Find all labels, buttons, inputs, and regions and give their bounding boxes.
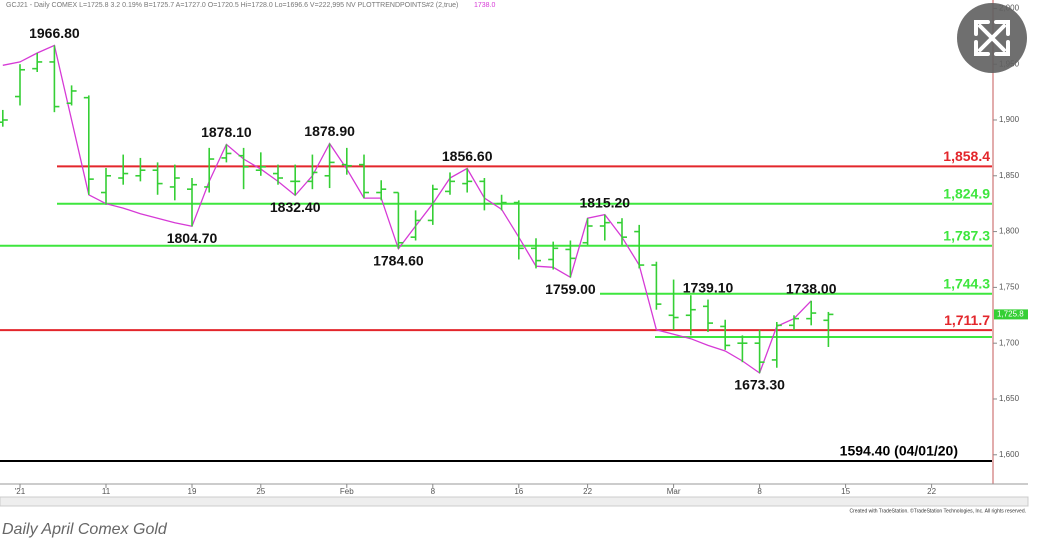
level-label: 1,711.7 xyxy=(944,312,990,328)
x-tick-label: 22 xyxy=(927,487,936,496)
swing-label: 1878.90 xyxy=(304,123,355,139)
price-bar xyxy=(0,109,8,127)
level-label: 1,744.3 xyxy=(943,275,990,291)
swing-label: 1804.70 xyxy=(167,230,218,246)
price-bar xyxy=(238,147,249,190)
price-bar xyxy=(255,152,266,176)
chart-header: GCJ21 - Daily COMEX L=1725.8 3.2 0.19% B… xyxy=(6,2,458,9)
price-bar xyxy=(496,194,507,211)
price-bar xyxy=(393,191,404,249)
price-bar xyxy=(754,329,765,373)
x-tick-label: Mar xyxy=(667,487,681,496)
price-bar xyxy=(806,300,817,326)
price-bar xyxy=(169,164,180,201)
x-tick-label: 15 xyxy=(841,487,850,496)
swing-label: 1815.20 xyxy=(579,194,630,210)
price-bar xyxy=(565,240,576,278)
swing-label: 1738.00 xyxy=(786,280,837,296)
price-bar xyxy=(479,178,490,211)
x-tick-label: 19 xyxy=(188,487,197,496)
caption: Daily April Comex Gold xyxy=(2,521,168,538)
level-label: 1594.40 (04/01/20) xyxy=(840,443,958,459)
price-bar xyxy=(135,157,146,182)
y-tick-label: 1,650 xyxy=(999,394,1020,403)
swing-label: 1832.40 xyxy=(270,199,321,215)
price-bar xyxy=(359,154,369,199)
y-tick-label: 1,900 xyxy=(999,115,1020,124)
price-bar xyxy=(634,224,645,269)
x-tick-label: 16 xyxy=(514,487,523,496)
y-tick-label: 1,850 xyxy=(999,171,1020,180)
swing-label: 1739.10 xyxy=(683,279,734,295)
price-bar xyxy=(15,64,25,106)
x-tick-label: Feb xyxy=(340,487,354,496)
price-bar xyxy=(582,218,593,245)
price-bar xyxy=(101,167,111,205)
price-bar xyxy=(531,238,541,269)
swing-label: 1856.60 xyxy=(442,148,493,164)
price-bar xyxy=(341,147,352,175)
price-bar xyxy=(771,321,782,368)
swing-label: 1966.80 xyxy=(29,25,80,41)
price-bar xyxy=(410,210,421,241)
trend-line xyxy=(2,44,812,375)
price-bar xyxy=(376,180,387,201)
last-price-label: 1,725.8 xyxy=(997,309,1024,318)
chart-background xyxy=(0,0,1030,516)
y-tick-label: 1,800 xyxy=(999,227,1020,236)
price-bar xyxy=(462,168,473,193)
price-bar xyxy=(66,85,77,106)
x-tick-label: '21 xyxy=(15,487,26,496)
price-bar xyxy=(737,335,748,363)
price-bar xyxy=(789,315,799,330)
price-bar xyxy=(290,164,301,196)
price-bar xyxy=(83,95,94,195)
credit: Created with TradeStation. ©TradeStation… xyxy=(849,507,1026,514)
price-bar xyxy=(118,154,129,185)
price-bar xyxy=(548,241,559,270)
price-bar xyxy=(617,218,627,245)
price-bar xyxy=(273,164,283,185)
swing-label: 1759.00 xyxy=(545,281,596,297)
x-tick-label: 11 xyxy=(102,487,111,496)
price-bar xyxy=(703,299,713,333)
expand-button[interactable] xyxy=(957,3,1027,73)
price-bar xyxy=(49,45,60,113)
study-value: 1738.0 xyxy=(474,2,496,9)
price-bar xyxy=(668,279,679,330)
scrollbar[interactable] xyxy=(0,496,1029,507)
level-label: 1,858.4 xyxy=(943,148,990,164)
y-tick-label: 1,750 xyxy=(999,282,1020,291)
price-bar xyxy=(651,261,662,310)
price-bar xyxy=(221,144,232,163)
level-label: 1,824.9 xyxy=(943,185,990,201)
level-label: 1,787.3 xyxy=(943,227,990,243)
price-bar xyxy=(685,295,696,336)
price-bar xyxy=(427,184,438,225)
price-bar xyxy=(32,53,43,72)
price-bar xyxy=(513,200,524,260)
x-tick-label: 8 xyxy=(757,487,762,496)
price-bar xyxy=(445,172,455,195)
last-price-box xyxy=(994,309,1028,320)
price-bar xyxy=(599,214,610,241)
y-tick-label: 1,700 xyxy=(999,338,1020,347)
swing-label: 1784.60 xyxy=(373,252,424,268)
price-bar xyxy=(204,147,215,193)
price-bar xyxy=(307,154,318,190)
price-bar xyxy=(720,319,731,350)
price-bar xyxy=(152,162,163,195)
swing-label: 1878.10 xyxy=(201,124,252,140)
price-bar xyxy=(324,143,335,189)
price-bar xyxy=(823,311,834,347)
x-tick-label: 22 xyxy=(583,487,592,496)
expand-icon xyxy=(974,20,1010,56)
swing-label: 1673.30 xyxy=(734,377,785,393)
x-tick-label: 25 xyxy=(256,487,265,496)
y-tick-label: 1,600 xyxy=(999,450,1020,459)
x-tick-label: 8 xyxy=(431,487,436,496)
price-bar xyxy=(187,178,197,227)
